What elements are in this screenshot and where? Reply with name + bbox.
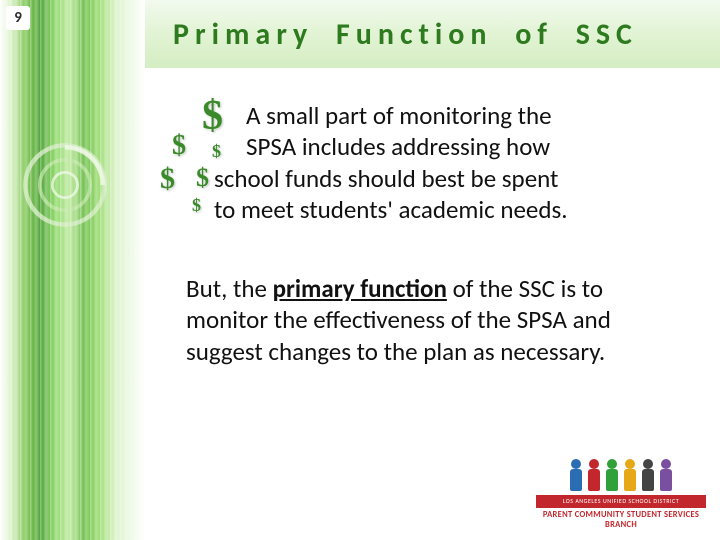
logo-figure-icon xyxy=(569,459,583,493)
dollar-sign-icon: $ xyxy=(172,128,186,163)
logo-figure-icon xyxy=(605,459,619,493)
footer-logo: LOS ANGELES UNIFIED SCHOOL DISTRICT PARE… xyxy=(536,449,706,530)
para2-prefix: But, the xyxy=(186,273,273,304)
sidebar-decoration xyxy=(0,0,145,540)
swirl-icon xyxy=(20,140,110,230)
slide: 9 Primary Function of SSC $$$$$$ A small… xyxy=(0,0,720,540)
logo-figure-icon xyxy=(659,459,673,493)
dollar-sign-icon: $ xyxy=(160,160,175,198)
para1-line4: to meet students' academic needs. xyxy=(186,194,680,225)
para2-emphasis: primary function xyxy=(273,273,447,304)
paragraph-2: But, the primary function of the SSC is … xyxy=(186,273,680,367)
para1-line1: A small part of monitoring the xyxy=(186,100,680,131)
paragraph-1: $$$$$$ A small part of monitoring the SP… xyxy=(186,100,680,225)
para1-line3: school funds should best be spent xyxy=(186,163,680,194)
title-band: Primary Function of SSC xyxy=(145,0,720,68)
content-area: $$$$$$ A small part of monitoring the SP… xyxy=(160,100,680,367)
page-title: Primary Function of SSC xyxy=(173,16,638,53)
para1-line2: SPSA includes addressing how xyxy=(186,131,680,162)
logo-bar-text: LOS ANGELES UNIFIED SCHOOL DISTRICT xyxy=(536,495,706,508)
logo-figure-icon xyxy=(641,459,655,493)
logo-figure-icon xyxy=(587,459,601,493)
logo-sub-text: PARENT COMMUNITY STUDENT SERVICES BRANCH xyxy=(536,510,706,530)
logo-figures-icon xyxy=(536,449,706,493)
logo-figure-icon xyxy=(623,459,637,493)
page-number: 9 xyxy=(6,6,30,30)
